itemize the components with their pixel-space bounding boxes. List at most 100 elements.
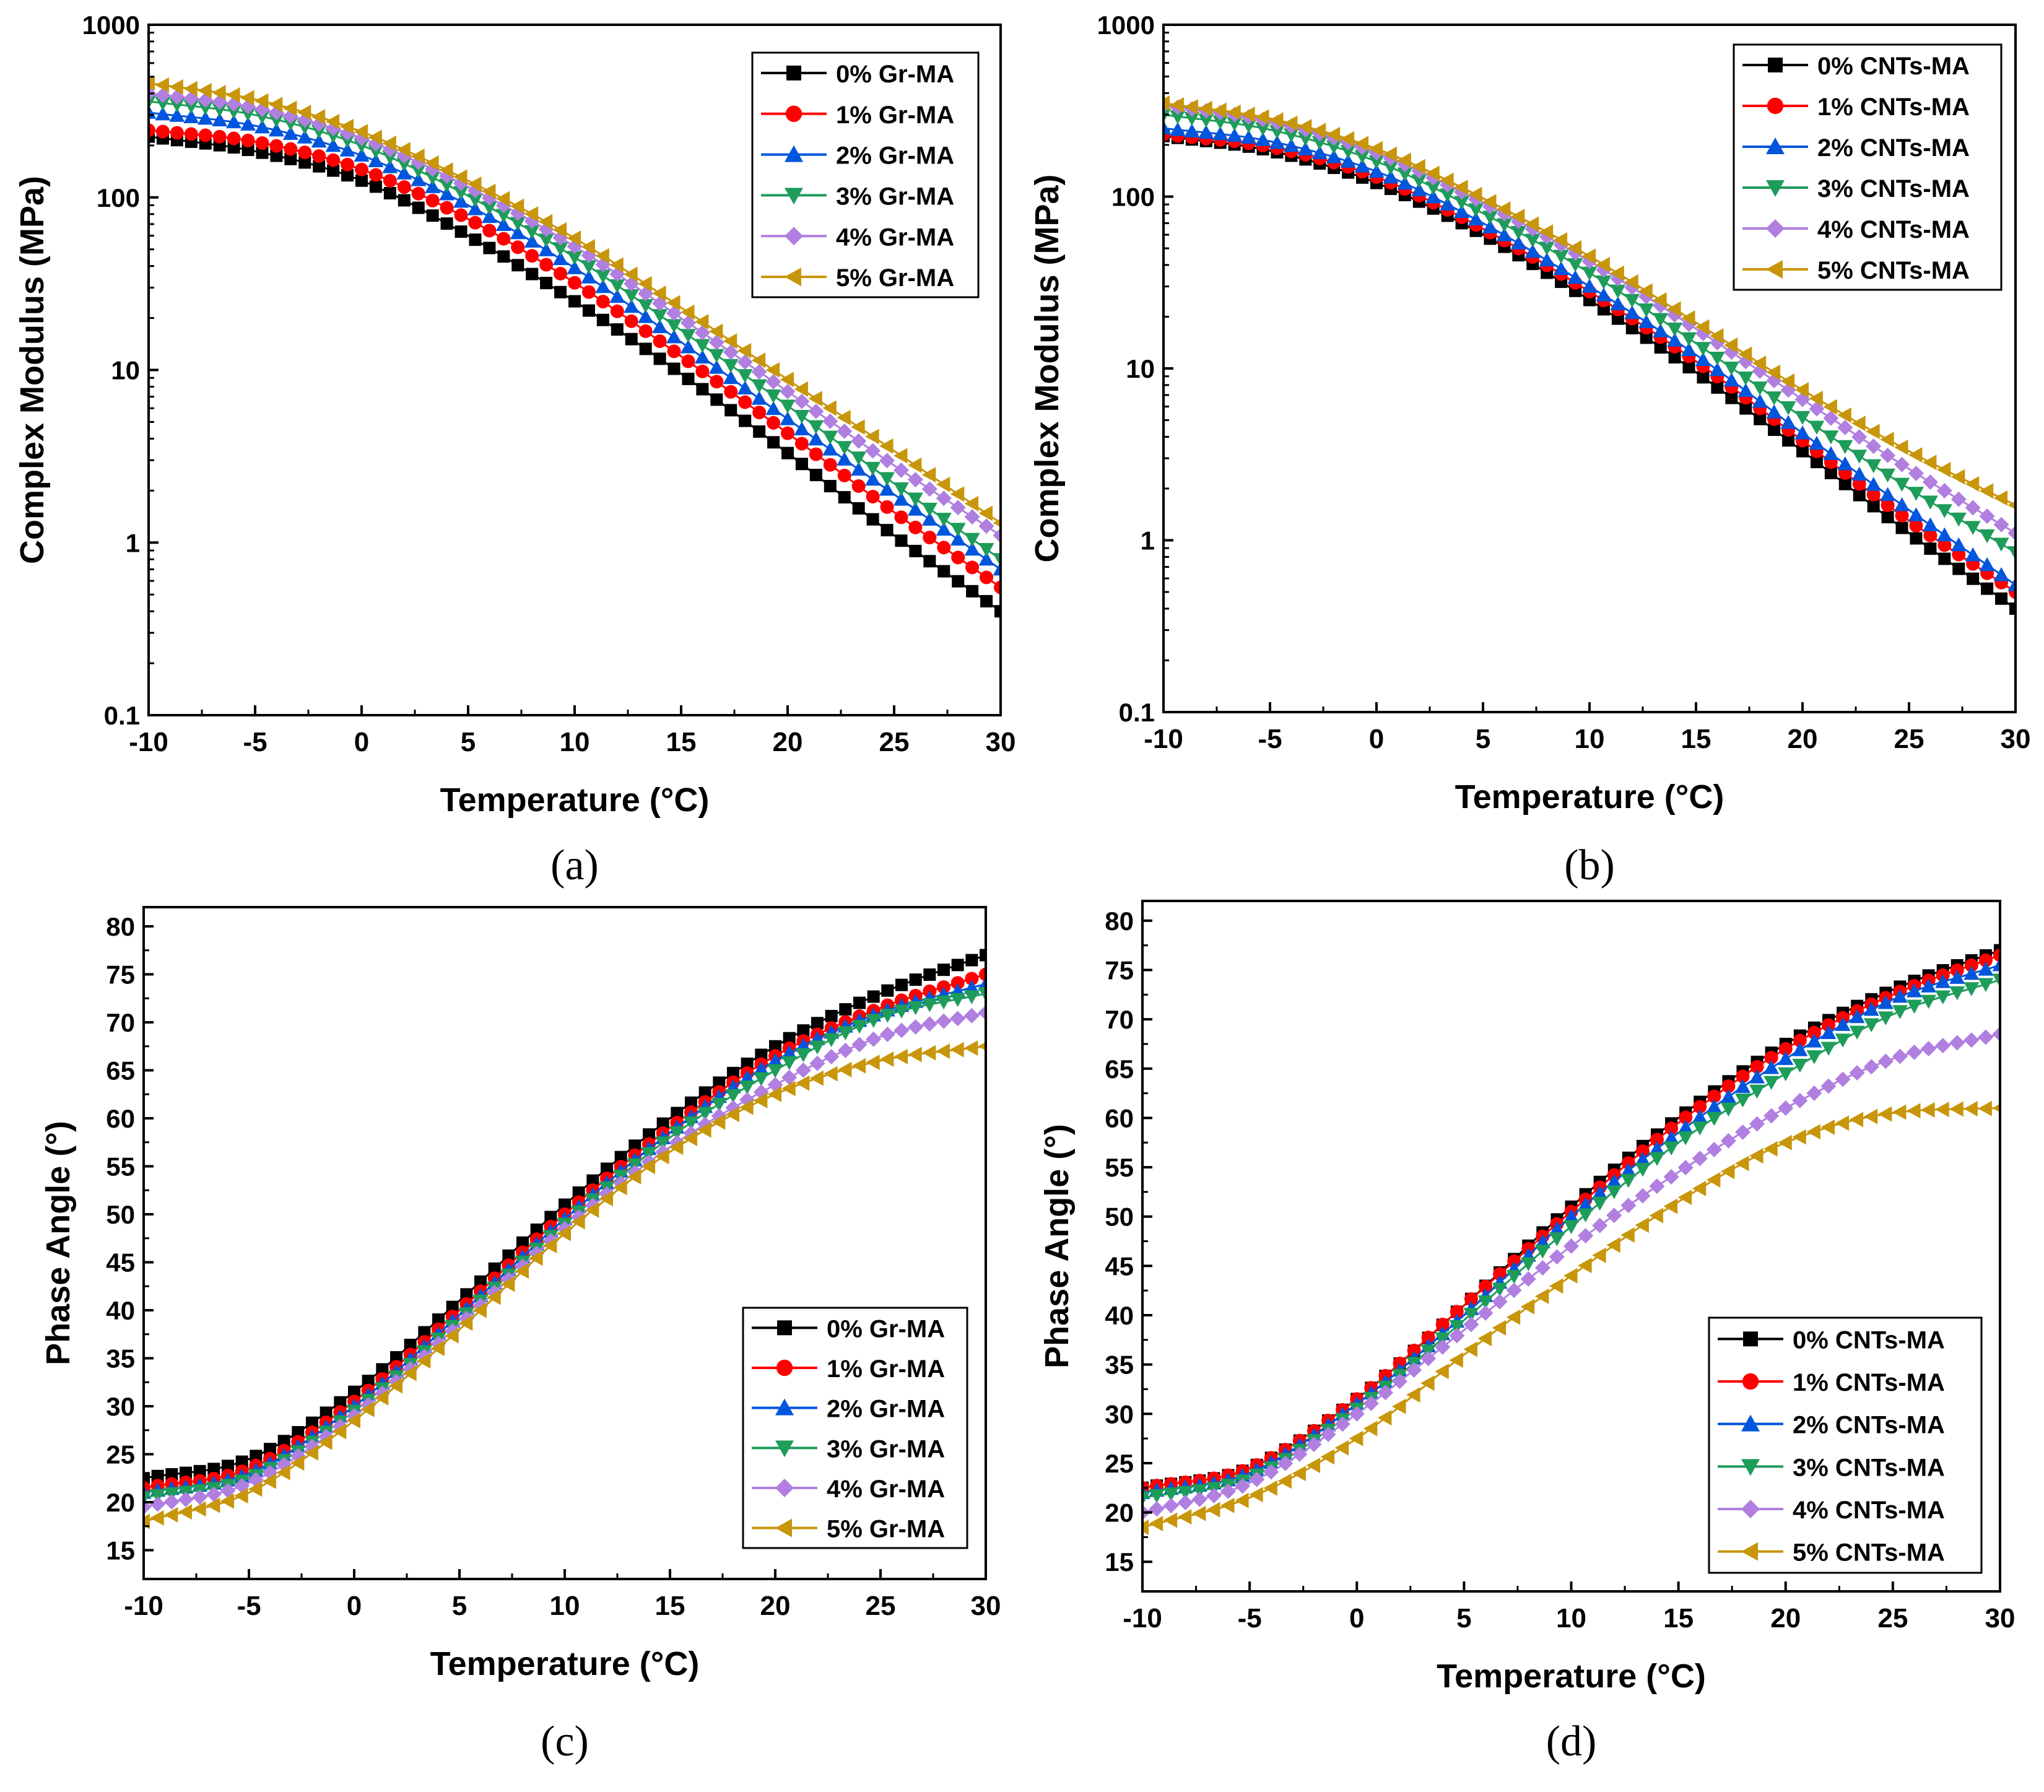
data-point	[487, 1289, 501, 1305]
data-point	[1539, 252, 1555, 267]
data-point	[1510, 225, 1526, 240]
data-point	[1563, 1220, 1579, 1235]
data-point	[1227, 128, 1243, 142]
data-point	[866, 513, 879, 526]
data-point	[936, 490, 952, 507]
data-point	[354, 124, 368, 140]
legend-label: 2% CNTs-MA	[1793, 1412, 1945, 1439]
data-point	[1752, 355, 1767, 372]
y-tick-label: 1	[1141, 526, 1155, 555]
data-point	[1610, 296, 1626, 311]
data-point	[1649, 1141, 1665, 1155]
data-point	[354, 147, 370, 162]
data-point	[1496, 218, 1512, 233]
data-point	[418, 1326, 431, 1339]
data-point	[1363, 1395, 1379, 1411]
data-point	[1163, 120, 1172, 135]
data-point	[923, 968, 936, 981]
data-point	[723, 333, 737, 349]
data-point	[1383, 161, 1399, 175]
data-point	[268, 122, 284, 137]
data-point	[1866, 487, 1881, 502]
data-point	[1837, 420, 1853, 436]
data-point	[1720, 1089, 1736, 1103]
data-point	[837, 1042, 853, 1058]
data-point	[739, 414, 752, 427]
data-point	[1212, 115, 1229, 129]
data-point	[241, 133, 255, 147]
data-point	[1965, 547, 1981, 562]
data-point	[1581, 279, 1598, 293]
legend-label: 4% Gr-MA	[827, 1476, 945, 1503]
data-point	[1506, 1269, 1522, 1284]
legend-marker	[775, 1479, 794, 1497]
data-point	[369, 180, 382, 193]
data-point	[739, 1080, 755, 1095]
data-point	[1198, 113, 1214, 128]
data-point	[1606, 1185, 1622, 1199]
x-tick-label: 10	[550, 1591, 580, 1621]
data-point	[601, 1162, 613, 1175]
data-point	[240, 116, 256, 131]
data-point	[666, 329, 682, 344]
data-point	[1142, 1491, 1150, 1506]
data-point	[652, 319, 668, 333]
data-point	[1320, 1426, 1336, 1442]
x-tick-label: 10	[560, 727, 590, 757]
data-point	[1792, 1129, 1806, 1145]
data-point	[751, 391, 767, 405]
legend-marker	[1741, 1542, 1758, 1561]
data-point	[1496, 227, 1512, 241]
data-point	[809, 1055, 825, 1071]
data-point	[212, 103, 228, 117]
data-point	[1263, 1464, 1279, 1480]
data-point	[524, 233, 540, 248]
data-point	[1668, 350, 1681, 363]
data-point	[1707, 1089, 1721, 1103]
data-point	[725, 1089, 741, 1103]
data-point	[978, 987, 986, 1001]
data-point	[482, 224, 497, 238]
data-point	[837, 423, 853, 439]
data-point	[439, 162, 453, 178]
panel-label: (d)	[1546, 1718, 1597, 1765]
data-point	[1606, 1237, 1620, 1253]
data-point	[483, 241, 496, 254]
data-point	[809, 447, 823, 461]
data-point	[624, 289, 640, 303]
data-point	[1349, 1406, 1365, 1422]
data-point	[1780, 373, 1795, 389]
series-1	[144, 949, 986, 1485]
data-point	[1838, 477, 1851, 490]
data-point	[198, 101, 214, 116]
data-point	[1992, 973, 2000, 988]
data-point	[1468, 186, 1482, 202]
data-point	[1892, 1104, 1907, 1120]
data-point	[993, 561, 1001, 576]
data-point	[753, 1092, 768, 1108]
x-tick-label: 0	[347, 1591, 362, 1621]
data-point	[1967, 572, 1980, 585]
data-point	[149, 75, 155, 91]
data-point	[192, 1489, 208, 1505]
legend-marker	[776, 1359, 793, 1377]
data-point	[808, 420, 824, 435]
data-point	[1592, 1185, 1608, 1199]
data-point	[155, 97, 171, 111]
data-point	[1177, 1485, 1193, 1500]
data-point	[1851, 466, 1868, 481]
data-point	[552, 222, 567, 238]
x-tick-label: 30	[986, 727, 1016, 757]
data-point	[1349, 1430, 1363, 1446]
data-point	[666, 319, 682, 333]
data-point	[1823, 446, 1839, 460]
data-point	[609, 289, 625, 303]
data-point	[1993, 948, 2000, 962]
data-point	[993, 518, 1001, 528]
data-point	[1311, 145, 1328, 160]
data-point	[1492, 1294, 1508, 1310]
data-point	[609, 279, 625, 294]
data-point	[250, 1450, 263, 1463]
data-point	[895, 534, 908, 547]
data-point	[880, 500, 894, 514]
